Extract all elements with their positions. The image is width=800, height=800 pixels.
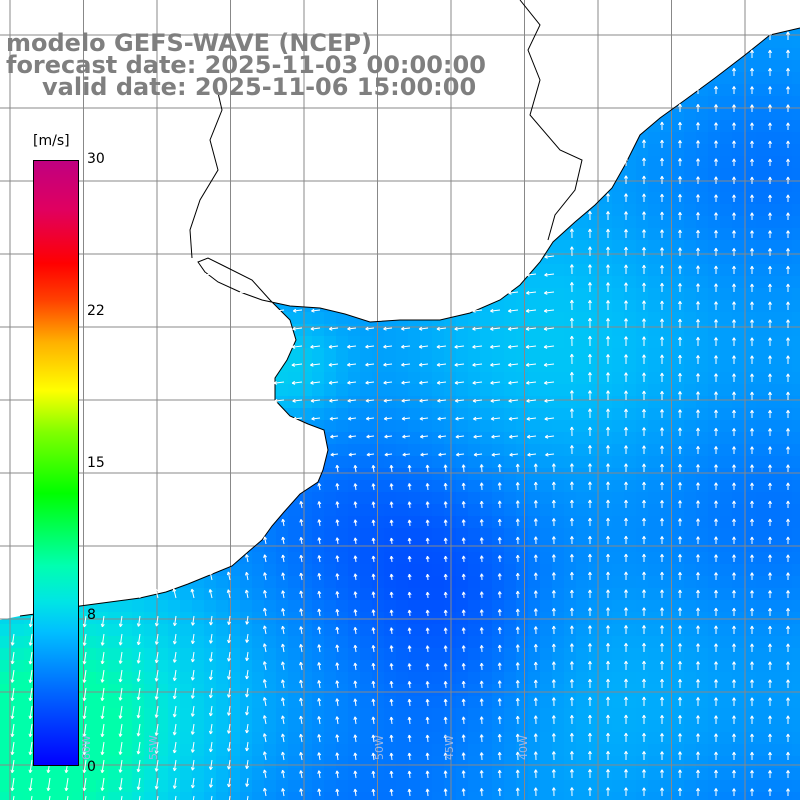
- river-line: [189, 79, 223, 259]
- colorbar-tick-15: 15: [87, 455, 105, 471]
- lon-label: 50W: [373, 735, 386, 760]
- lon-label: 45W: [443, 735, 456, 760]
- colorbar-units: [m/s]: [33, 133, 70, 149]
- model-title: modelo GEFS-WAVE (NCEP): [6, 29, 372, 57]
- colorbar-tick-22: 22: [87, 303, 105, 319]
- colorbar: [33, 160, 79, 766]
- lon-label: 55W: [147, 735, 160, 760]
- lon-label: 40W: [517, 735, 530, 760]
- colorbar-tick-30: 30: [87, 151, 105, 167]
- border-line: [519, 0, 583, 241]
- colorbar-tick-0: 0: [87, 759, 96, 775]
- lon-label: 60W: [80, 735, 93, 760]
- valid-date: valid date: 2025-11-06 15:00:00: [42, 73, 477, 101]
- coastline: [19, 27, 800, 617]
- land-mask: [0, 0, 800, 620]
- forecast-date: forecast date: 2025-11-03 00:00:00: [6, 51, 486, 79]
- colorbar-tick-8: 8: [87, 607, 96, 623]
